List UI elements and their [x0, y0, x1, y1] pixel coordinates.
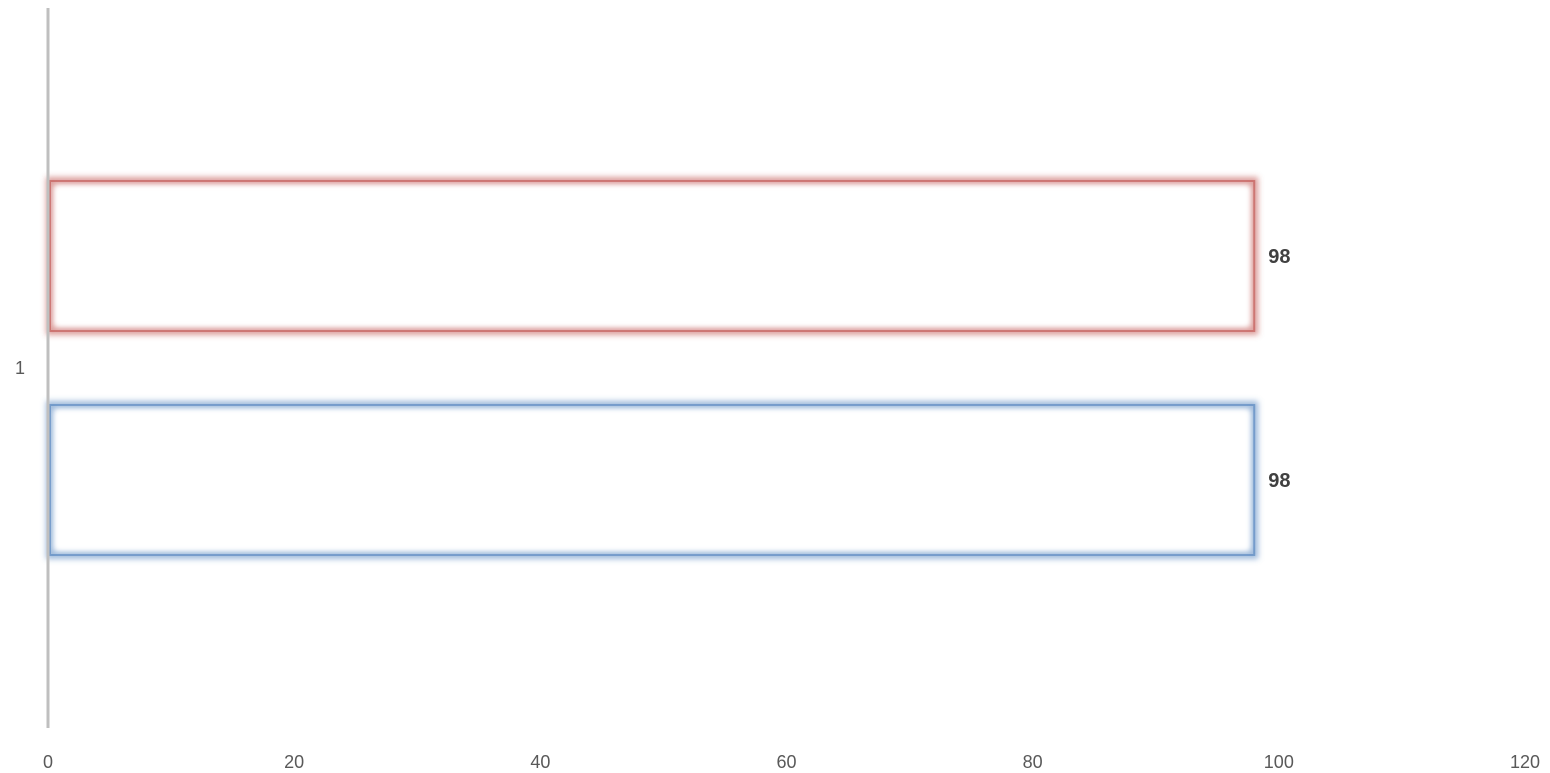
- x-tick-label: 80: [1023, 752, 1043, 772]
- x-tick-label: 60: [776, 752, 796, 772]
- x-tick-labels: 0 20 40 60 80 100 120: [43, 752, 1540, 772]
- x-tick-label: 120: [1510, 752, 1540, 772]
- bar: [46, 401, 1259, 559]
- x-tick-label: 40: [530, 752, 550, 772]
- data-labels: 98 98: [1268, 246, 1290, 492]
- bar: [46, 177, 1259, 335]
- bars-layer: [46, 177, 1259, 559]
- x-tick-label: 100: [1264, 752, 1294, 772]
- category-labels: 1: [15, 358, 25, 378]
- x-tick-label: 0: [43, 752, 53, 772]
- x-tick-label: 20: [284, 752, 304, 772]
- category-label: 1: [15, 358, 25, 378]
- data-label: 98: [1268, 246, 1290, 268]
- data-label: 98: [1268, 470, 1290, 492]
